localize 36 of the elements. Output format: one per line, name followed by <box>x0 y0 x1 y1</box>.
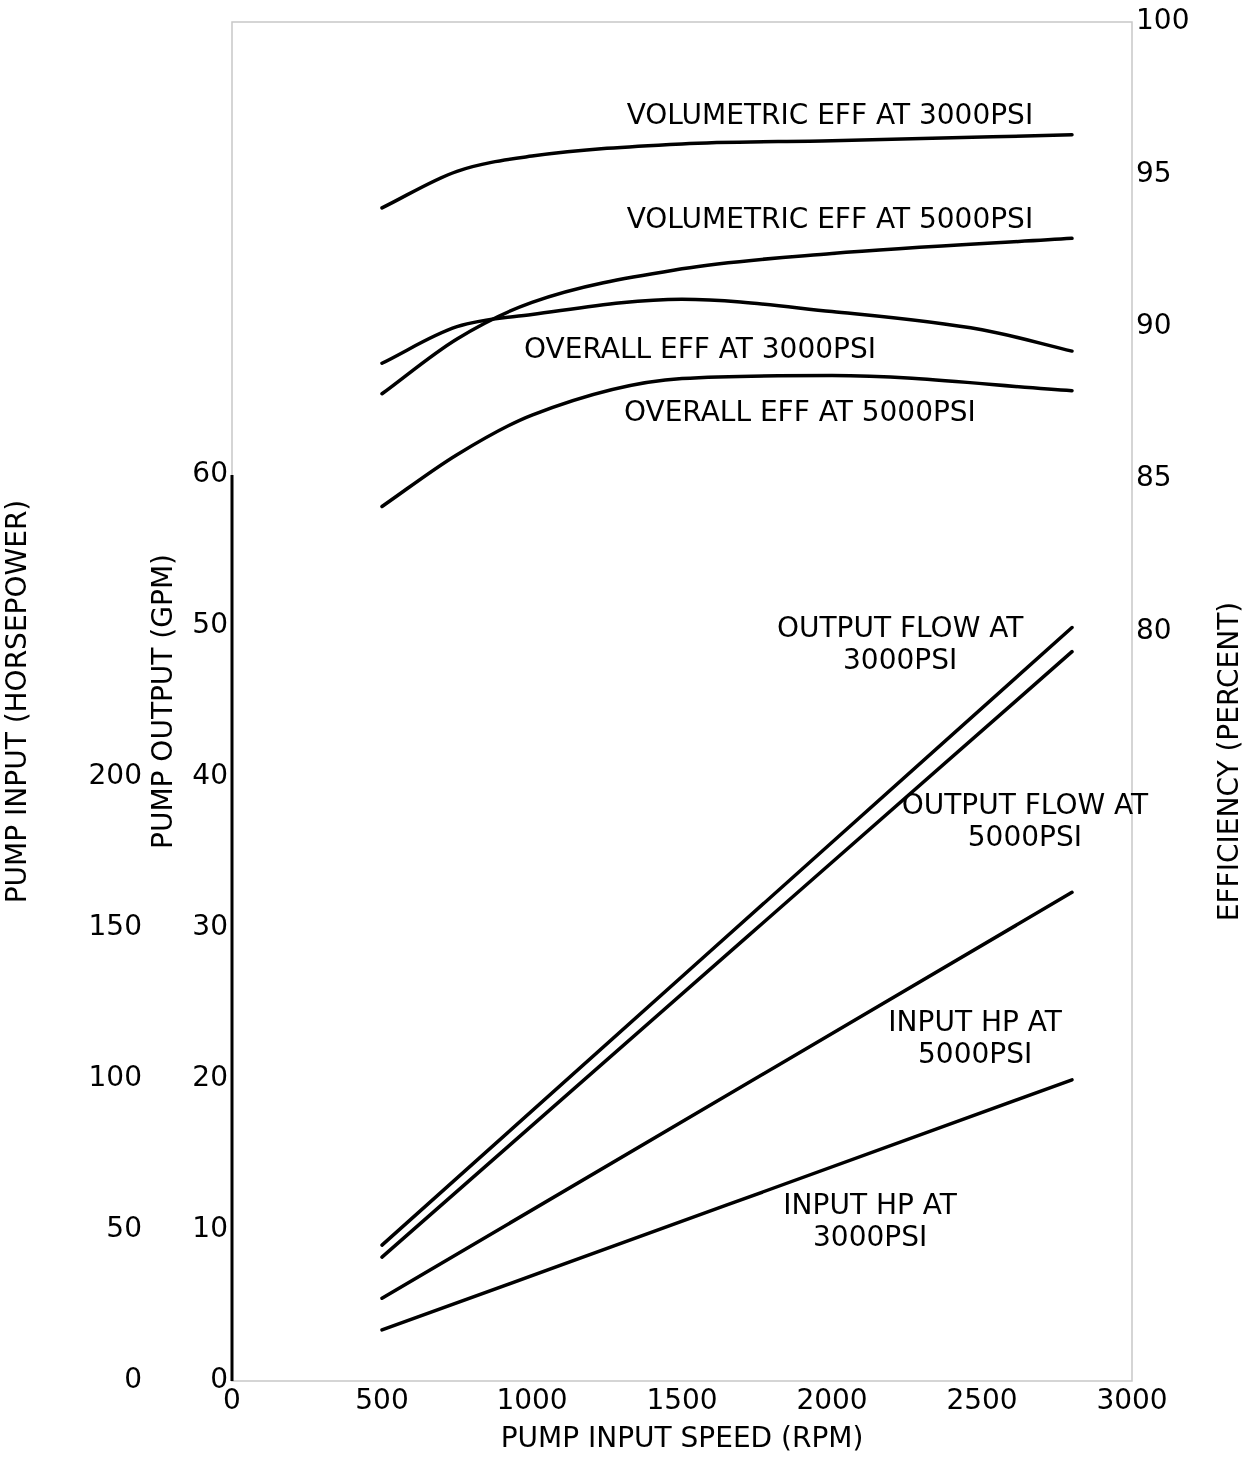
line-series <box>380 236 1074 396</box>
series-label: INPUT HP AT 3000PSI <box>783 1188 958 1254</box>
x-tick-label: 3000 <box>1096 1383 1168 1417</box>
y3-tick-label: 150 <box>88 909 142 943</box>
x-tick-label: 1500 <box>646 1383 718 1417</box>
y2-tick-label: 100 <box>1136 3 1190 37</box>
y2-axis-title: EFFICIENCY (PERCENT) <box>1212 601 1246 922</box>
y2-tick-label: 85 <box>1136 460 1172 494</box>
y3-tick-label: 200 <box>88 758 142 792</box>
series-label: OVERALL EFF AT 3000PSI <box>524 332 876 366</box>
x-tick-label: 2500 <box>946 1383 1018 1417</box>
series-label: OUTPUT FLOW AT 3000PSI <box>776 610 1025 676</box>
y3-tick-label: 0 <box>124 1362 142 1396</box>
y-tick-label: 20 <box>192 1060 228 1094</box>
y3-tick-label: 50 <box>106 1211 142 1245</box>
x-tick-label: 500 <box>355 1383 409 1417</box>
y-tick-label: 50 <box>192 607 228 641</box>
y3-axis-title: PUMP INPUT (HORSEPOWER) <box>0 499 34 904</box>
series-label: OUTPUT FLOW AT 5000PSI <box>901 788 1150 854</box>
x-axis-title: PUMP INPUT SPEED (RPM) <box>500 1421 864 1455</box>
y-tick-label: 10 <box>192 1211 228 1245</box>
series-label: INPUT HP AT 5000PSI <box>888 1004 1063 1070</box>
series-label: OVERALL EFF AT 5000PSI <box>623 395 976 429</box>
y-tick-label: 30 <box>192 909 228 943</box>
x-tick-label: 2000 <box>796 1383 868 1417</box>
y2-tick-label: 95 <box>1136 155 1172 189</box>
series-label: VOLUMETRIC EFF AT 3000PSI <box>626 98 1034 132</box>
y2-tick-label: 90 <box>1136 307 1172 341</box>
y-tick-label: 40 <box>192 758 228 792</box>
y-axis-title: PUMP OUTPUT (GPM) <box>146 554 180 849</box>
y-tick-label: 60 <box>192 456 228 490</box>
x-tick-label: 1000 <box>496 1383 568 1417</box>
series-label: VOLUMETRIC EFF AT 5000PSI <box>626 202 1034 236</box>
y2-tick-label: 80 <box>1136 612 1172 646</box>
y3-tick-label: 100 <box>88 1060 142 1094</box>
line-series <box>380 373 1074 509</box>
